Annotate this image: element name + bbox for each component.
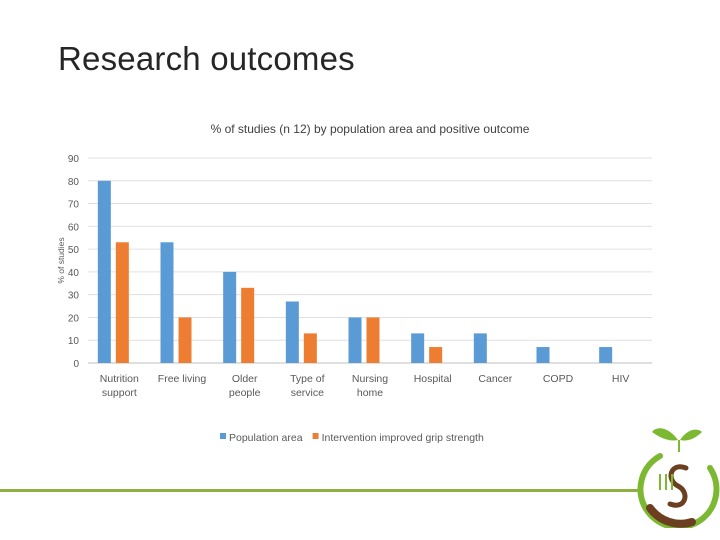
legend-label: Intervention improved grip strength	[322, 432, 484, 444]
y-tick-label: 20	[68, 313, 80, 324]
nutrition-logo-icon	[637, 428, 720, 528]
x-tick-label: people	[229, 387, 261, 399]
x-tick-label: Free living	[158, 373, 207, 385]
x-tick-label: Nursing	[352, 373, 388, 385]
bar-chart: % of studies (n 12) by population area a…	[56, 122, 652, 444]
bar-intervention	[178, 317, 192, 363]
bar-intervention	[115, 242, 129, 363]
y-tick-label: 90	[68, 154, 80, 165]
chart-title: % of studies (n 12) by population area a…	[211, 122, 530, 136]
y-tick-label: 30	[68, 291, 80, 302]
bar-population-area	[97, 180, 111, 363]
bar-population-area	[285, 301, 299, 363]
x-tick-label: Nutrition	[100, 373, 139, 385]
x-tick-label: support	[102, 387, 137, 399]
bar-population-area	[411, 333, 425, 363]
bar-population-area	[223, 271, 237, 363]
bottom-divider	[0, 489, 640, 492]
y-axis-label: % of studies	[56, 237, 66, 283]
bar-population-area	[348, 317, 362, 363]
y-tick-label: 70	[68, 200, 80, 211]
x-tick-label: Cancer	[478, 373, 512, 385]
bar-population-area	[599, 347, 613, 363]
y-tick-label: 10	[68, 336, 80, 347]
x-tick-label: HIV	[612, 373, 630, 385]
bar-intervention	[429, 347, 443, 363]
x-tick-label: Hospital	[414, 373, 452, 385]
bar-intervention	[241, 287, 255, 363]
bar-intervention	[303, 333, 317, 363]
legend-label: Population area	[229, 432, 303, 444]
y-tick-label: 40	[68, 268, 80, 279]
legend-swatch	[220, 433, 226, 439]
x-tick-label: service	[291, 387, 324, 399]
x-tick-label: Type of	[290, 373, 325, 385]
y-tick-label: 80	[68, 177, 80, 188]
x-tick-label: COPD	[543, 373, 574, 385]
bar-intervention	[366, 317, 380, 363]
y-tick-label: 50	[68, 245, 80, 256]
bar-population-area	[536, 347, 550, 363]
bar-population-area	[473, 333, 487, 363]
bar-population-area	[160, 242, 174, 363]
legend-swatch	[312, 433, 319, 439]
x-tick-label: home	[357, 387, 383, 399]
x-tick-label: Older	[232, 373, 258, 385]
y-tick-label: 60	[68, 222, 80, 233]
y-tick-label: 0	[73, 359, 79, 370]
slide-title: Research outcomes	[58, 40, 355, 77]
